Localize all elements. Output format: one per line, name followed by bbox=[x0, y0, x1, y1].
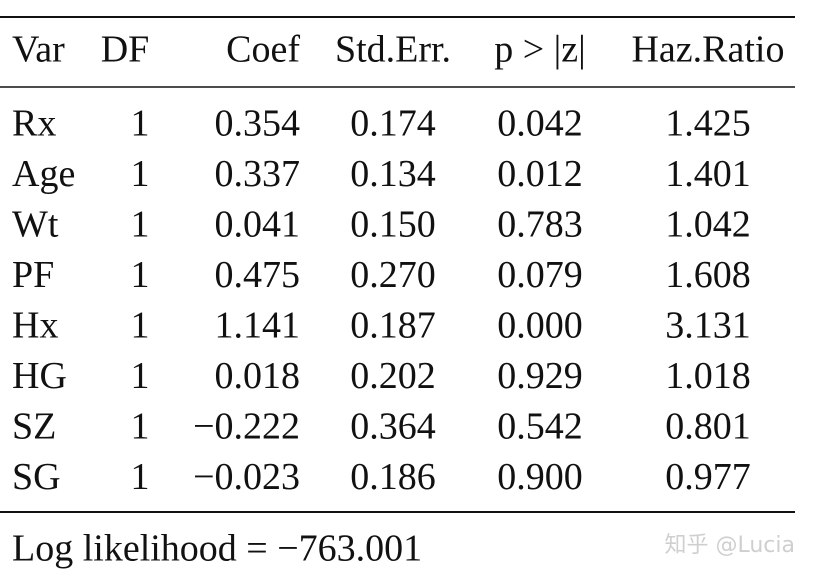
table-cell: 0.079 bbox=[497, 254, 583, 296]
table-cell: 0.364 bbox=[350, 406, 436, 448]
table-cell: 3.131 bbox=[665, 305, 751, 347]
table-cell: 0.187 bbox=[350, 305, 436, 347]
table-cell: 0.542 bbox=[497, 406, 583, 448]
header-cell: Var bbox=[12, 29, 65, 71]
table-cell: 0.977 bbox=[665, 456, 751, 498]
table-cell: 1.018 bbox=[665, 355, 751, 397]
table-cell: 1.141 bbox=[215, 305, 301, 347]
table-cell: 0.801 bbox=[665, 406, 751, 448]
table-cell: 0.012 bbox=[497, 153, 583, 195]
table-cell: 1.401 bbox=[665, 153, 751, 195]
header-cell: Coef bbox=[226, 29, 300, 71]
table-cell: 1 bbox=[131, 204, 150, 246]
table-cell: 0.174 bbox=[350, 103, 436, 145]
table-cell: 1.042 bbox=[665, 204, 751, 246]
table-cell: Hx bbox=[12, 305, 58, 347]
table-cell: 0.134 bbox=[350, 153, 436, 195]
table-cell: 1 bbox=[131, 456, 150, 498]
table-cell: 0.475 bbox=[215, 254, 301, 296]
table-cell: 0.900 bbox=[497, 456, 583, 498]
table-cell: SZ bbox=[12, 406, 56, 448]
header-cell: DF bbox=[101, 29, 150, 71]
table-cell: 0.337 bbox=[215, 153, 301, 195]
table-cell: 0.270 bbox=[350, 254, 436, 296]
table-cell: 0.783 bbox=[497, 204, 583, 246]
table-cell: HG bbox=[12, 355, 67, 397]
header-cell: p > |z| bbox=[494, 29, 586, 71]
footer-text: Log likelihood = −763.001 bbox=[12, 528, 422, 570]
table-cell: 0.018 bbox=[215, 355, 301, 397]
table-cell: 0.929 bbox=[497, 355, 583, 397]
header-cell: Std.Err. bbox=[335, 29, 451, 71]
table-cell: 1.425 bbox=[665, 103, 751, 145]
table-cell: Age bbox=[12, 153, 75, 195]
table-cell: PF bbox=[12, 254, 54, 296]
table-cell: 1 bbox=[131, 103, 150, 145]
table-cell: SG bbox=[12, 456, 61, 498]
table-cell: 1 bbox=[131, 153, 150, 195]
table-cell: 1 bbox=[131, 305, 150, 347]
table-cell: 0.042 bbox=[497, 103, 583, 145]
table-cell: 1 bbox=[131, 406, 150, 448]
table-cell: −0.023 bbox=[193, 456, 300, 498]
table-cell: 0.202 bbox=[350, 355, 436, 397]
table-cell: 0.354 bbox=[215, 103, 301, 145]
table-cell: 0.000 bbox=[497, 305, 583, 347]
table-cell: 1 bbox=[131, 254, 150, 296]
header-cell: Haz.Ratio bbox=[631, 29, 784, 71]
table-cell: 1 bbox=[131, 355, 150, 397]
table-cell: Rx bbox=[12, 103, 56, 145]
table-cell: 0.186 bbox=[350, 456, 436, 498]
table-cell: −0.222 bbox=[193, 406, 300, 448]
table-cell: 0.150 bbox=[350, 204, 436, 246]
watermark: 知乎 @Lucia bbox=[665, 533, 796, 558]
table-cell: Wt bbox=[12, 204, 59, 246]
table-cell: 1.608 bbox=[665, 254, 751, 296]
table-cell: 0.041 bbox=[215, 204, 301, 246]
